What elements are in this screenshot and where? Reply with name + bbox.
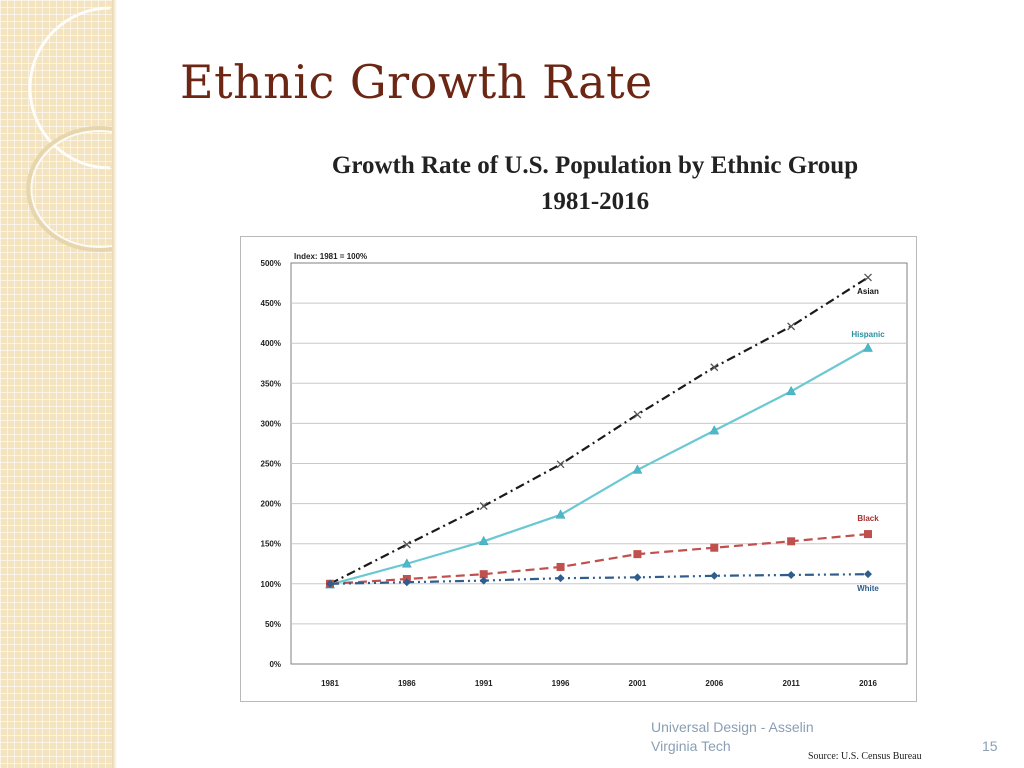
series-label-white: White <box>857 584 879 593</box>
x-tick-label: 1991 <box>475 679 493 688</box>
data-point-white <box>710 571 719 580</box>
x-tick-label: 2011 <box>782 679 800 688</box>
y-tick-label: 500% <box>261 259 281 268</box>
page-number: 15 <box>982 738 998 754</box>
chart-title-line2: 1981-2016 <box>540 188 650 215</box>
x-tick-label: 2016 <box>859 679 877 688</box>
data-point-hispanic <box>709 425 720 435</box>
index-annotation: Index: 1981 = 100% <box>294 252 367 261</box>
data-point-white <box>479 576 488 585</box>
data-point-white <box>402 578 411 587</box>
data-point-black <box>710 543 719 552</box>
data-point-white <box>864 570 872 579</box>
data-point-hispanic <box>786 385 797 396</box>
series-line-hispanic <box>329 347 869 586</box>
footer-author: Universal Design - Asselin <box>651 719 814 735</box>
data-point-white <box>556 574 565 583</box>
footer-institution: Virginia Tech <box>651 738 731 754</box>
source-note: Source: U.S. Census Bureau <box>808 751 922 762</box>
chart-title-line1: Growth Rate of U.S. Population by Ethnic… <box>331 152 859 179</box>
data-point-white <box>787 570 796 579</box>
x-tick-label: 1981 <box>321 679 339 688</box>
series-label-black: Black <box>857 514 879 523</box>
data-point-white <box>633 573 642 582</box>
series-line-black <box>329 532 869 585</box>
data-point-hispanic <box>632 464 643 474</box>
data-point-asian <box>787 322 796 331</box>
data-point-white <box>326 579 334 588</box>
data-point-hispanic <box>478 535 489 546</box>
slide-title: Ethnic Growth Rate <box>180 55 653 109</box>
x-tick-label: 2001 <box>629 679 647 688</box>
chart-title: Growth Rate of U.S. Population by Ethnic… <box>250 148 940 220</box>
data-point-asian <box>479 502 488 510</box>
data-point-black <box>479 570 488 579</box>
series-line-asian <box>329 276 869 585</box>
line-chart: 0% 50% 100% 150% 200% 250% 300% 350% 400% 450% 500… <box>261 252 908 688</box>
data-point-asian <box>556 460 565 469</box>
x-tick-label: 2006 <box>705 679 723 688</box>
series-label-asian: Asian <box>857 287 879 296</box>
y-tick-label: 200% <box>261 500 281 509</box>
x-tick-label: 1996 <box>552 679 570 688</box>
y-tick-label: 350% <box>261 379 281 388</box>
data-point-asian <box>710 363 719 372</box>
data-point-black <box>864 530 872 539</box>
data-point-asian <box>864 273 872 282</box>
series-label-hispanic: Hispanic <box>851 330 885 339</box>
series-line-white <box>329 573 869 585</box>
y-tick-label: 150% <box>261 540 281 549</box>
data-point-black <box>787 537 796 546</box>
data-point-hispanic <box>555 509 566 519</box>
y-tick-label: 300% <box>261 419 281 428</box>
chart-frame: 0% 50% 100% 150% 200% 250% 300% 350% 400% 450% 500… <box>240 236 917 702</box>
decorative-rings <box>26 6 113 252</box>
y-tick-label: 250% <box>261 460 281 469</box>
y-tick-label: 450% <box>261 299 281 308</box>
data-point-asian <box>633 410 642 419</box>
y-tick-label: 400% <box>261 339 281 348</box>
y-tick-label: 50% <box>265 620 281 629</box>
y-tick-label: 100% <box>261 580 281 589</box>
side-strip-edge <box>112 0 117 768</box>
data-point-hispanic <box>401 558 412 568</box>
data-point-hispanic <box>863 342 873 352</box>
data-point-black <box>556 562 565 571</box>
y-tick-label: 0% <box>269 660 281 669</box>
x-tick-label: 1986 <box>398 679 416 688</box>
data-point-asian <box>402 540 411 549</box>
data-point-black <box>633 550 642 559</box>
